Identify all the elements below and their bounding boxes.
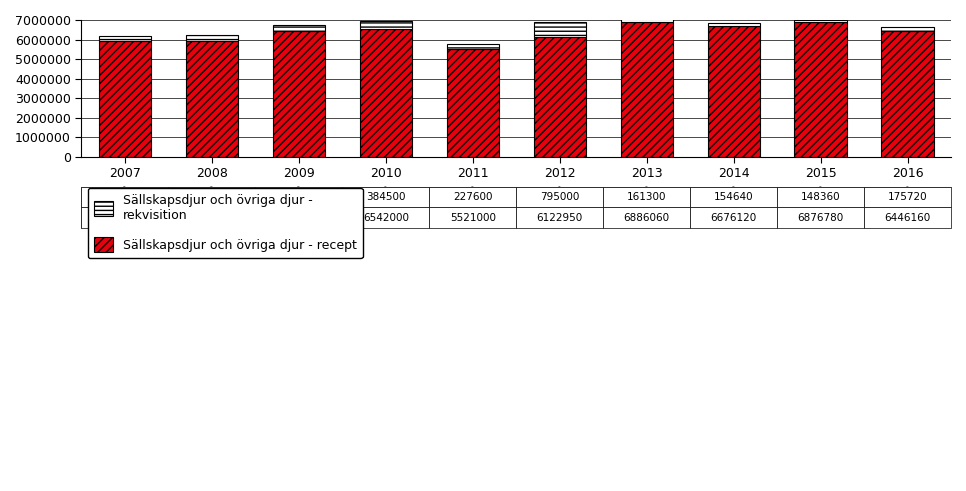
Bar [881, 31, 933, 157]
Bar [620, 22, 672, 157]
Bar [272, 31, 325, 157]
Legend: Sällskapsdjur och övriga djur -
rekvisition, Sällskapsdjur och övriga djur - rec: Sällskapsdjur och övriga djur - rekvisit… [88, 188, 363, 258]
Bar [272, 26, 325, 31]
Bar [707, 23, 759, 27]
Bar [359, 22, 412, 29]
Bar [794, 23, 846, 157]
Bar [794, 20, 846, 23]
Bar [99, 41, 151, 157]
Bar [185, 41, 238, 157]
Bar [359, 29, 412, 157]
Bar [533, 22, 585, 37]
Bar [707, 27, 759, 157]
Bar [446, 44, 498, 49]
Bar [620, 19, 672, 22]
Bar [185, 35, 238, 41]
Bar [99, 35, 151, 41]
Bar [533, 37, 585, 157]
Bar [446, 49, 498, 157]
Bar [881, 27, 933, 31]
